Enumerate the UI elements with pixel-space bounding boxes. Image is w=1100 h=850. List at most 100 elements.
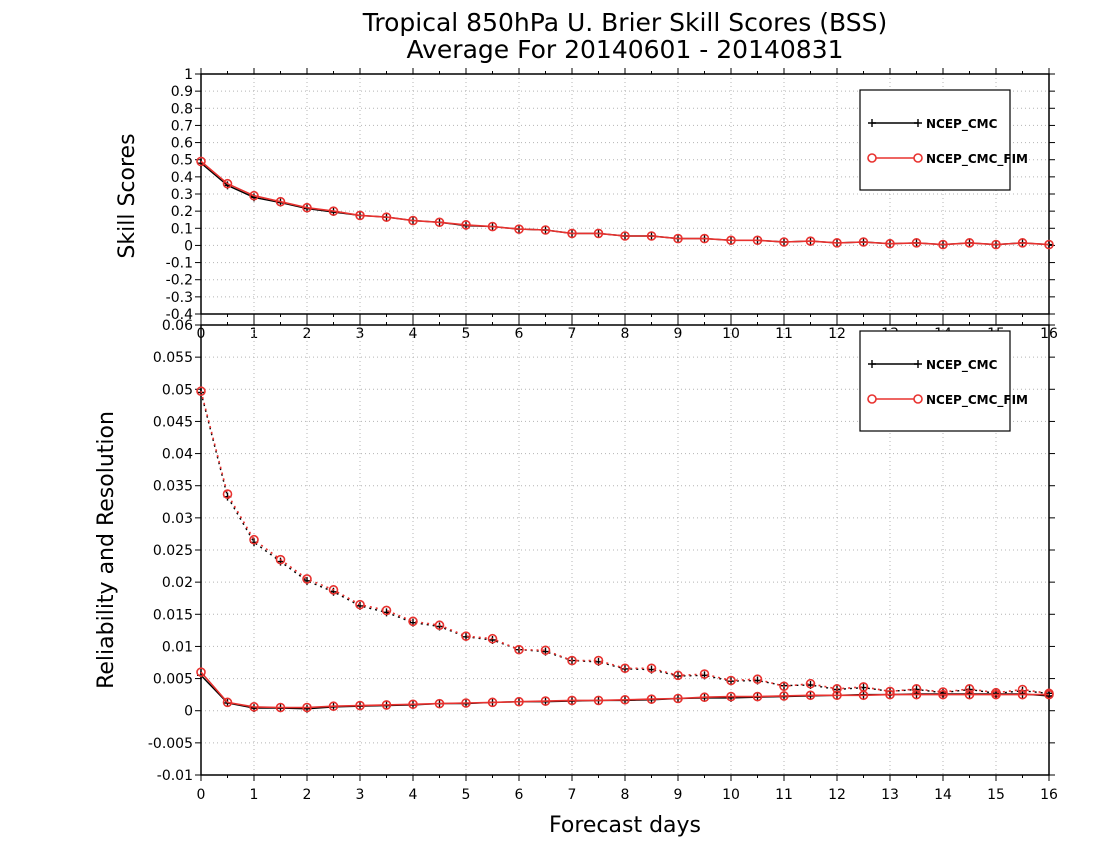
chart-title-line-1: Tropical 850hPa U. Brier Skill Scores (B… <box>362 8 887 37</box>
y-tick-label: 0.9 <box>171 84 193 100</box>
point-ncep-cmc-fim <box>911 689 922 700</box>
y-tick-label: 0.1 <box>171 221 193 237</box>
x-tick-label: 15 <box>987 787 1005 803</box>
point-ncep-cmc-fim <box>514 224 524 234</box>
bottom-y-axis-label: Reliability and Resolution <box>94 411 119 689</box>
point-ncep-cmc-fim <box>461 698 471 708</box>
point-ncep-cmc-fim <box>752 674 763 685</box>
y-tick-label: 0.8 <box>171 101 193 117</box>
point-ncep-cmc-fim <box>514 644 524 655</box>
point-ncep-cmc-fim <box>593 655 604 666</box>
point-ncep-cmc-fim <box>964 238 975 248</box>
point-ncep-cmc-fim <box>673 670 683 681</box>
point-ncep-cmc-fim <box>620 231 630 241</box>
x-tick-label: 8 <box>621 787 630 803</box>
point-ncep-cmc-fim <box>434 620 445 631</box>
legend: NCEP_CMC NCEP_CMC_FIM <box>859 89 1028 191</box>
point-ncep-cmc-fim <box>1017 689 1028 700</box>
point-ncep-cmc-fim <box>726 675 736 686</box>
point-ncep-cmc-fim <box>408 616 418 627</box>
point-ncep-cmc-fim <box>408 215 418 226</box>
point-ncep-cmc-fim <box>249 702 259 712</box>
point-ncep-cmc-fim <box>938 689 948 700</box>
y-tick-label: -0.4 <box>166 307 193 323</box>
x-tick-label: 1 <box>250 787 259 803</box>
point-ncep-cmc-fim <box>196 156 206 167</box>
point-ncep-cmc-fim <box>461 631 471 641</box>
point-ncep-cmc-fim <box>222 489 233 499</box>
point-ncep-cmc-fim <box>487 633 498 644</box>
point-ncep-cmc-fim <box>805 678 816 689</box>
point-ncep-cmc-fim <box>1017 238 1028 248</box>
y-tick-label: 0.2 <box>171 204 193 220</box>
point-ncep-cmc-fim <box>302 574 312 584</box>
legend-marker <box>868 360 876 368</box>
y-tick-label: 0.7 <box>171 118 193 134</box>
x-tick-label: 11 <box>775 787 793 803</box>
point-ncep-cmc-fim <box>381 212 392 222</box>
point-ncep-cmc-fim <box>832 238 842 248</box>
point-ncep-cmc-fim <box>964 689 975 700</box>
point-ncep-cmc-fim <box>885 689 895 700</box>
y-tick-label: 1 <box>184 67 193 83</box>
y-tick-label: 0.015 <box>153 607 193 623</box>
point-ncep-cmc-fim <box>699 692 710 703</box>
point-ncep-cmc-fim <box>567 655 577 666</box>
y-tick-label: 0.035 <box>153 479 193 495</box>
point-ncep-cmc-fim <box>434 217 445 228</box>
y-tick-label: -0.2 <box>166 273 193 289</box>
x-tick-label: 7 <box>568 787 577 803</box>
x-tick-label: 14 <box>934 787 952 803</box>
legend-label-ncep-cmc: NCEP_CMC <box>926 117 998 132</box>
point-ncep-cmc-fim <box>832 690 842 701</box>
y-tick-label: 0.045 <box>153 414 193 430</box>
point-ncep-cmc-fim <box>779 681 789 692</box>
point-ncep-cmc-fim <box>779 237 789 247</box>
y-tick-label: -0.3 <box>166 290 193 306</box>
legend-box <box>859 89 1011 191</box>
point-ncep-cmc-fim <box>461 220 471 230</box>
point-ncep-cmc-fim <box>699 669 710 679</box>
point-ncep-cmc-fim <box>302 702 312 713</box>
point-ncep-cmc-fim <box>620 663 630 674</box>
legend: NCEP_CMC NCEP_CMC_FIM <box>859 330 1028 432</box>
point-ncep-cmc-fim <box>726 235 736 246</box>
x-tick-label: 2 <box>303 787 312 803</box>
x-tick-label: 16 <box>1040 787 1058 803</box>
point-ncep-cmc-fim <box>355 700 365 711</box>
y-tick-label: 0.4 <box>171 170 193 186</box>
y-tick-label: 0.04 <box>162 447 193 463</box>
point-ncep-cmc-fim <box>858 690 869 701</box>
point-ncep-cmc-fim <box>222 178 233 189</box>
point-ncep-cmc-fim <box>593 228 604 239</box>
point-ncep-cmc-fim <box>328 206 339 216</box>
point-ncep-cmc-fim <box>222 697 233 708</box>
point-ncep-cmc-fim <box>726 691 736 702</box>
point-ncep-cmc-fim <box>540 225 551 235</box>
y-tick-label: 0 <box>184 238 193 254</box>
point-ncep-cmc-fim <box>408 699 418 710</box>
y-tick-label: 0.03 <box>162 511 193 527</box>
point-ncep-cmc-fim <box>328 585 339 595</box>
legend-marker <box>867 153 877 163</box>
point-ncep-cmc-fim <box>699 233 710 244</box>
x-tick-label: 12 <box>828 787 846 803</box>
point-ncep-cmc-fim <box>567 228 577 239</box>
legend-marker <box>868 119 876 127</box>
point-ncep-cmc-fim <box>249 190 259 201</box>
point-ncep-cmc-fim <box>328 701 339 712</box>
point-ncep-cmc-fim <box>646 231 657 241</box>
y-tick-label: 0.5 <box>171 153 193 169</box>
point-ncep-cmc-fim <box>673 233 683 244</box>
point-ncep-cmc-fim <box>540 645 551 656</box>
point-ncep-cmc-fim <box>355 210 365 221</box>
y-tick-label: 0.02 <box>162 575 193 591</box>
point-ncep-cmc-fim <box>593 695 604 706</box>
legend-marker <box>867 394 877 404</box>
point-ncep-cmc-fim <box>991 239 1001 250</box>
y-tick-label: 0.05 <box>162 382 193 398</box>
legend-label-ncep-cmc-fim: NCEP_CMC_FIM <box>926 152 1028 167</box>
point-ncep-cmc-fim <box>275 196 286 207</box>
x-tick-label: 6 <box>515 787 524 803</box>
legend-marker <box>914 119 922 127</box>
